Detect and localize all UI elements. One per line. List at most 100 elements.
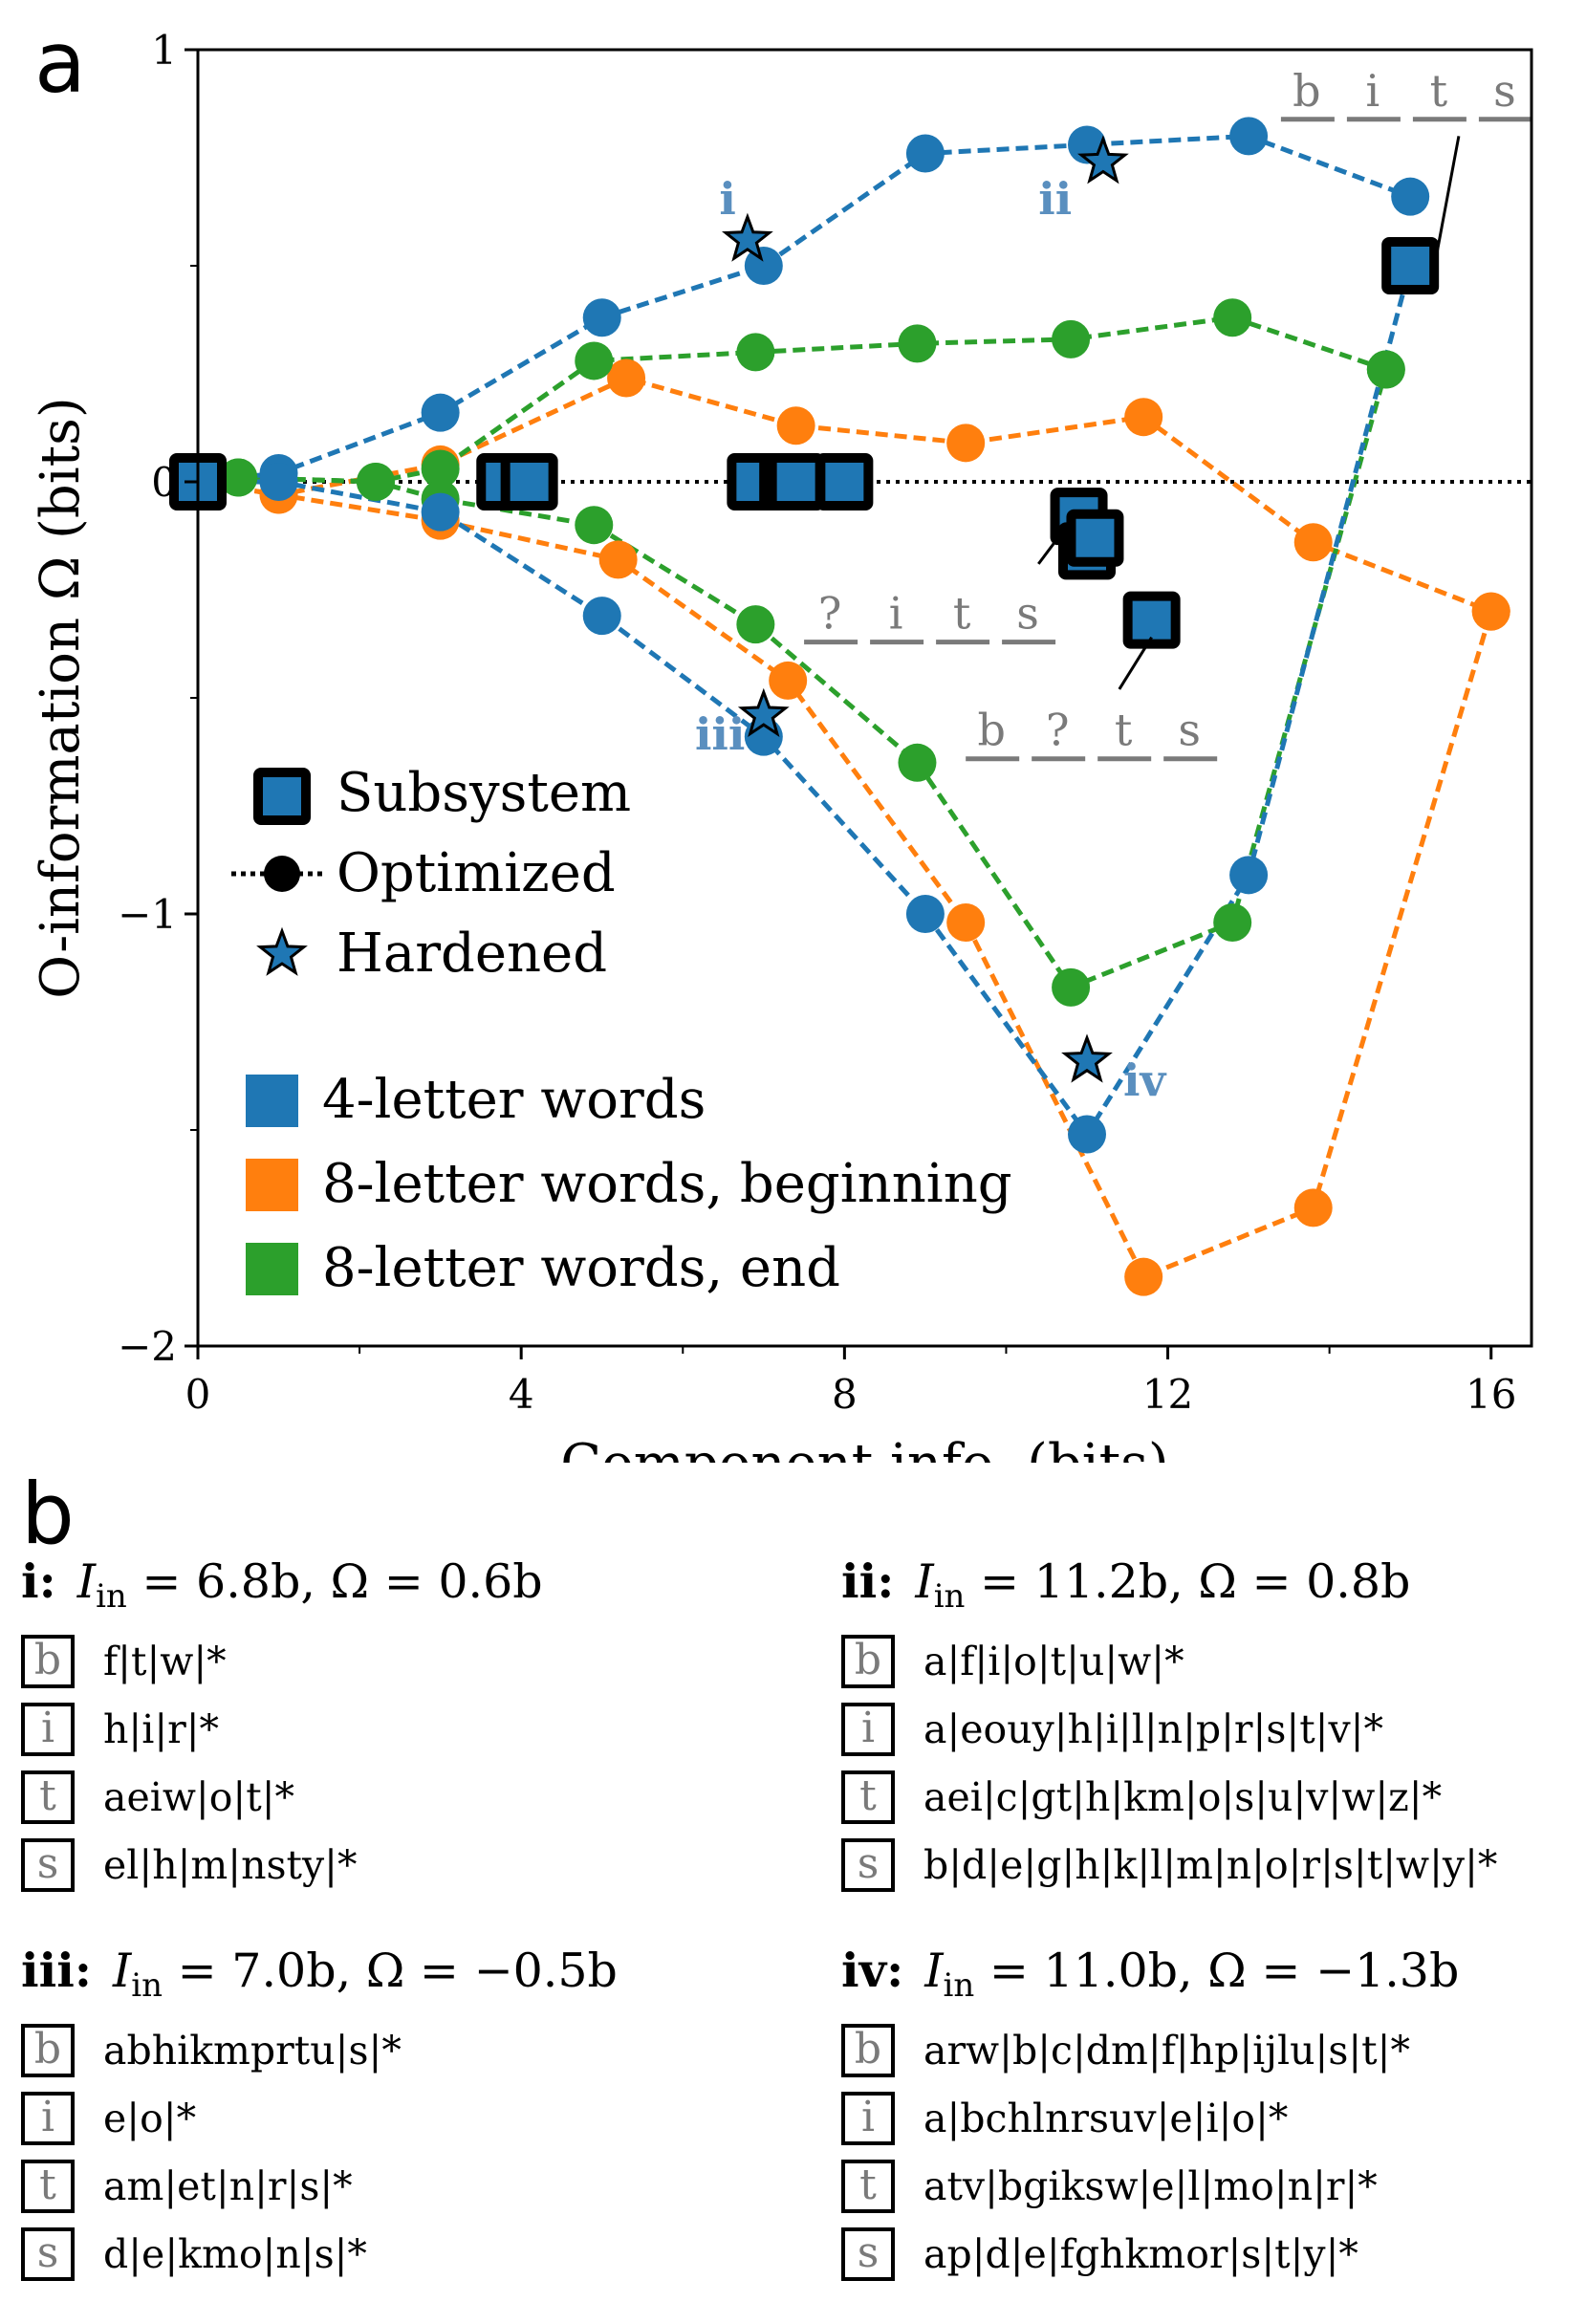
annotation-letter: b — [1293, 65, 1320, 117]
data-point — [769, 661, 808, 700]
data-point — [776, 406, 815, 445]
entry-values: = 11.2b, Ω = 0.8b — [965, 1554, 1411, 1609]
data-point — [1068, 1115, 1106, 1154]
data-point — [905, 895, 945, 933]
letter-box: s — [21, 1838, 75, 1892]
point-label-i: i — [719, 173, 735, 225]
annotation-letter: s — [1016, 588, 1039, 640]
legend-color-swatch-1 — [246, 1159, 298, 1211]
letter-box: s — [841, 1838, 895, 1892]
data-point — [1366, 350, 1405, 389]
data-point — [1229, 117, 1269, 156]
entry-header: i: Iin = 6.8b, Ω = 0.6b — [21, 1558, 543, 1616]
legend-star-marker — [256, 926, 308, 976]
hardened-star-i — [721, 212, 773, 262]
letter-partition: a|eouy|h|i|l|n|p|r|s|t|v|* — [923, 1706, 1383, 1752]
point-label-ii: ii — [1038, 173, 1072, 225]
letter-box: i — [21, 2092, 75, 2145]
legend-color-swatch-0 — [246, 1075, 298, 1127]
letter-box: b — [841, 2024, 895, 2077]
letter-partition: abhikmprtu|s|* — [103, 2028, 402, 2074]
annotation-letter: t — [1115, 705, 1133, 756]
data-point — [421, 393, 460, 432]
letter-partition: a|f|i|o|t|u|w|* — [923, 1639, 1184, 1684]
x-tick-label: 16 — [1466, 1371, 1516, 1418]
letter-box: b — [21, 1635, 75, 1688]
letter-box: i — [21, 1703, 75, 1756]
letter-box: t — [841, 1770, 895, 1824]
x-axis-label: Component info. (bits) — [560, 1433, 1169, 1463]
subsystem-square — [767, 453, 825, 510]
subsystem-square — [815, 453, 874, 510]
y-tick-label: 1 — [151, 27, 177, 74]
data-point — [575, 506, 614, 545]
letter-box: t — [21, 2160, 75, 2213]
annotation-letter: t — [1430, 65, 1448, 117]
data-point — [736, 605, 775, 644]
legend-label-hardened: Hardened — [337, 923, 607, 985]
series-line-1-upper — [197, 375, 1492, 614]
data-point — [259, 463, 298, 501]
letter-box: b — [841, 1635, 895, 1688]
entry-values: = 11.0b, Ω = −1.3b — [974, 1944, 1460, 1998]
data-point — [1293, 1188, 1333, 1227]
annotation-letter: s — [1178, 705, 1201, 756]
data-point — [582, 298, 621, 337]
letter-partition: b|d|e|g|h|k|l|m|n|o|r|s|t|w|y|* — [923, 1842, 1498, 1888]
letter-box: i — [841, 2092, 895, 2145]
letter-partition: arw|b|c|dm|f|hp|ijlu|s|t|* — [923, 2028, 1410, 2074]
data-point — [607, 358, 646, 398]
data-point — [357, 463, 395, 501]
data-point — [1124, 398, 1163, 437]
data-point — [905, 134, 945, 173]
letter-box: t — [21, 1770, 75, 1824]
data-point — [1293, 523, 1333, 562]
letter-partition: am|et|n|r|s|* — [103, 2163, 353, 2209]
data-point — [898, 743, 937, 782]
legend-series-label-0: 4-letter words — [322, 1069, 706, 1131]
legend-circle-marker — [264, 856, 300, 892]
data-point — [946, 903, 986, 943]
data-point — [946, 424, 986, 463]
x-tick-label: 12 — [1142, 1371, 1193, 1418]
annotation-letter: i — [889, 588, 903, 640]
entry-values: = 6.8b, Ω = 0.6b — [126, 1554, 543, 1609]
annotation-letter: i — [1366, 65, 1380, 117]
subsystem-square — [500, 453, 558, 510]
y-tick-label: −2 — [118, 1323, 177, 1370]
data-point — [421, 492, 460, 532]
entry-header: iii: Iin = 7.0b, Ω = −0.5b — [21, 1944, 618, 2003]
panel-b-letter: b — [21, 1465, 75, 1563]
letter-partition: aei|c|gt|h|km|o|s|u|v|w|z|* — [923, 1774, 1443, 1820]
subsystem-square — [1122, 591, 1181, 649]
point-label-iii: iii — [695, 708, 745, 760]
data-point — [219, 458, 258, 497]
letter-box: s — [841, 2227, 895, 2281]
data-point — [898, 324, 937, 363]
annotation-letter: ? — [1046, 705, 1070, 756]
entry-values: = 7.0b, Ω = −0.5b — [163, 1944, 618, 1998]
entry-header: ii: Iin = 11.2b, Ω = 0.8b — [841, 1558, 1410, 1614]
subsystem-square — [1381, 237, 1440, 294]
letter-partition: ap|d|e|fghkmor|s|t|y|* — [923, 2231, 1358, 2277]
letter-partition: atv|bgiksw|e|l|mo|n|r|* — [923, 2163, 1378, 2209]
legend-series-label-2: 8-letter words, end — [322, 1237, 840, 1299]
input-info-symbol: I — [76, 1554, 97, 1609]
hardened-star-iii — [737, 687, 790, 738]
data-point — [1471, 592, 1510, 631]
data-point — [736, 333, 775, 372]
data-point — [582, 597, 621, 636]
input-info-subscript: in — [943, 1966, 975, 2005]
y-tick-label: −1 — [118, 891, 177, 938]
entry-header: iv: Iin = 11.0b, Ω = −1.3b — [841, 1944, 1460, 2005]
subsystem-square — [1066, 509, 1124, 567]
annotation-letter: t — [953, 588, 971, 640]
data-point — [1213, 903, 1252, 943]
point-label-iv: iv — [1123, 1054, 1166, 1106]
annotation-leader — [1037, 519, 1073, 565]
input-info-subscript: in — [96, 1577, 127, 1616]
letter-box: i — [841, 1703, 895, 1756]
legend-square-marker — [253, 768, 311, 825]
